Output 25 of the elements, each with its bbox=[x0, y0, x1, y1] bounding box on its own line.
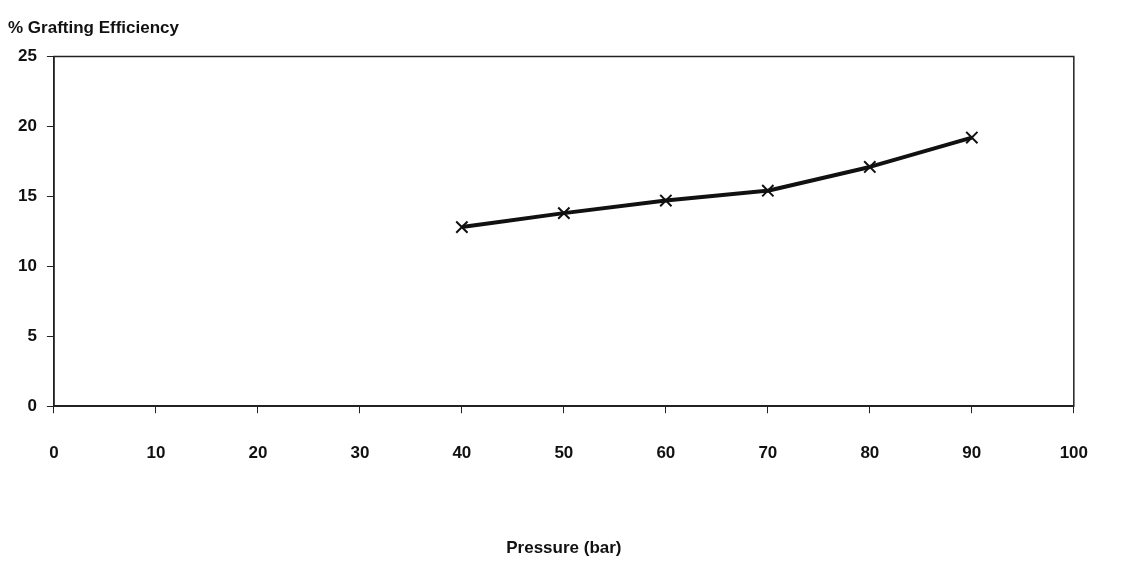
y-tick-label: 5 bbox=[27, 325, 37, 345]
y-tick-label: 25 bbox=[17, 46, 37, 66]
x-tick-label: 70 bbox=[758, 443, 778, 463]
point bbox=[761, 184, 775, 198]
y-tick-label: 20 bbox=[17, 116, 37, 136]
x-tick-label: 40 bbox=[452, 443, 472, 463]
point bbox=[557, 206, 571, 220]
x-tick-label: 60 bbox=[656, 443, 676, 463]
y-axis-title: % Grafting Efficiency bbox=[8, 17, 180, 37]
point bbox=[863, 160, 877, 174]
x-axis-title: Pressure (bar) bbox=[506, 538, 622, 558]
point bbox=[455, 220, 469, 234]
point bbox=[659, 193, 673, 208]
x-tick-label: 80 bbox=[860, 443, 880, 463]
y-tick-label: 10 bbox=[17, 255, 37, 275]
x-tick-label: 10 bbox=[146, 443, 166, 463]
x-tick-label: 50 bbox=[554, 443, 574, 463]
point bbox=[965, 130, 979, 145]
x-tick-label: 30 bbox=[350, 443, 370, 463]
y-tick-label: 15 bbox=[17, 186, 37, 206]
x-tick-label: 20 bbox=[248, 443, 268, 463]
x-tick-label: 90 bbox=[962, 443, 982, 463]
x-tick-label: 100 bbox=[1059, 443, 1089, 463]
x-tick-label: 0 bbox=[49, 443, 59, 463]
y-tick-label: 0 bbox=[27, 395, 37, 415]
